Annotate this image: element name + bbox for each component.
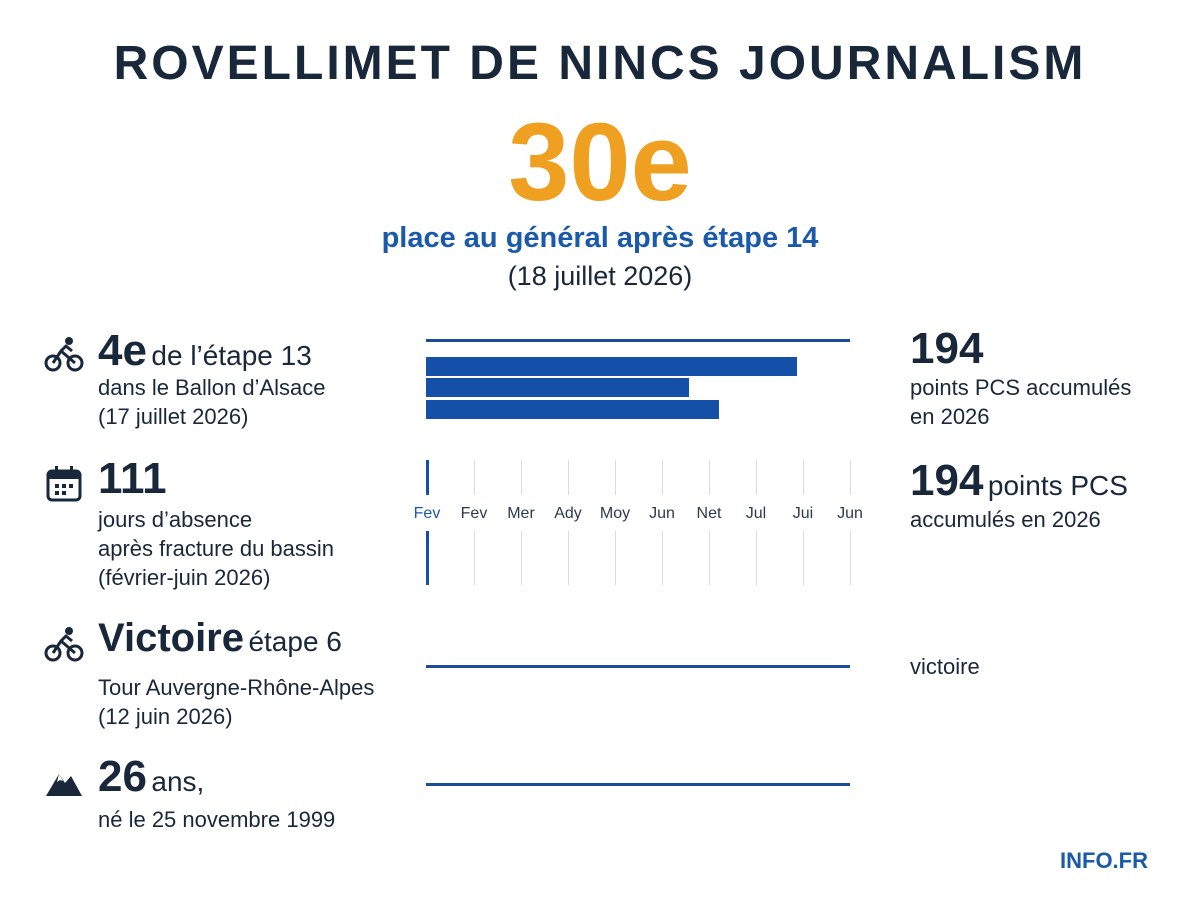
timeline-gridline (803, 460, 804, 495)
month-label: Jun (837, 505, 863, 522)
pcs-points-unit: points PCS (987, 470, 1128, 501)
timeline-gridline (662, 460, 663, 495)
stage6-race: Tour Auvergne-Rhône-Alpes (98, 675, 375, 700)
timeline-gridline (521, 460, 522, 495)
age-unit: ans, (151, 766, 205, 797)
timeline-gridline (521, 531, 522, 585)
calendar-icon (46, 466, 82, 502)
pcs-points-summary: 194 points PCS (910, 456, 1128, 506)
timeline-gridline (709, 531, 710, 585)
progress-bar (426, 357, 797, 376)
pcs-points-year: en 2026 (910, 404, 990, 429)
month-label: Fev (413, 505, 441, 522)
month-label: Moy (599, 505, 631, 522)
month-label: Ady (554, 505, 582, 522)
timeline-gridline (709, 460, 710, 495)
pcs-points-year: accumulés en 2026 (910, 507, 1101, 532)
month-label: Jul (745, 505, 767, 522)
month-label: Jui (792, 505, 814, 522)
brand-logo: INFO.FR (1060, 848, 1148, 873)
stage6-date: (12 juin 2026) (98, 704, 233, 729)
general-rank-caption: place au général après étape 14 (381, 222, 819, 254)
month-label: Net (696, 505, 722, 522)
month-label: Mer (507, 505, 535, 522)
stage13-result: 4e de l’étape 13 (98, 326, 312, 376)
absence-period: (février-juin 2026) (98, 565, 271, 590)
cyclist-icon (44, 337, 84, 372)
divider-line (426, 665, 850, 668)
victory-label: victoire (910, 654, 980, 679)
pcs-points-label: points PCS accumulés (910, 375, 1132, 400)
stage13-location: dans le Ballon d’Alsace (98, 375, 326, 400)
progress-bar (426, 378, 689, 397)
timeline-gridline (662, 531, 663, 585)
timeline-marker (426, 460, 429, 495)
timeline-gridline (615, 460, 616, 495)
stage13-label: de l’étape 13 (151, 340, 312, 371)
timeline-gridline (474, 531, 475, 585)
stage6-result: Victoire étape 6 (98, 616, 342, 661)
age-value: 26 (98, 752, 147, 801)
month-label: Fev (460, 505, 488, 522)
stage13-rank: 4e (98, 326, 147, 375)
progress-bar (426, 400, 719, 419)
stage13-date: (17 juillet 2026) (98, 404, 249, 429)
timeline-gridline (474, 460, 475, 495)
general-rank-date: (18 juillet 2026) (507, 261, 693, 291)
divider-line (426, 783, 850, 786)
page-title: ROVELLIMET DE NINCS JOURNALISM (113, 37, 1087, 90)
timeline-gridline (803, 531, 804, 585)
birth-date: né le 25 novembre 1999 (98, 807, 336, 832)
timeline-gridline (756, 531, 757, 585)
timeline-gridline (756, 460, 757, 495)
cyclist-icon (44, 627, 84, 662)
stage6-victory: Victoire (98, 616, 244, 660)
mountain-icon (46, 774, 82, 796)
absence-days: 111 (98, 454, 167, 503)
timeline-gridline (850, 531, 851, 585)
timeline-gridline (615, 531, 616, 585)
timeline-gridline (568, 460, 569, 495)
general-rank: 30e (508, 101, 692, 224)
pcs-points-value: 194 (910, 456, 984, 505)
timeline-marker (426, 531, 429, 585)
age-info: 26 ans, (98, 752, 204, 802)
pcs-points-value: 194 (910, 324, 984, 373)
divider-line (426, 339, 850, 342)
absence-cause: après fracture du bassin (98, 536, 335, 561)
absence-label: jours d’absence (98, 507, 253, 532)
timeline-gridline (568, 531, 569, 585)
month-label: Jun (649, 505, 675, 522)
timeline-gridline (850, 460, 851, 495)
stage6-label: étape 6 (248, 626, 342, 657)
